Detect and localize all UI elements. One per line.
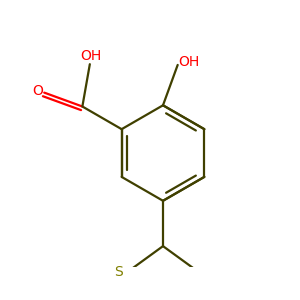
Text: S: S (114, 265, 123, 279)
Text: OH: OH (81, 50, 102, 64)
Text: OH: OH (178, 55, 199, 69)
Text: O: O (33, 84, 44, 98)
